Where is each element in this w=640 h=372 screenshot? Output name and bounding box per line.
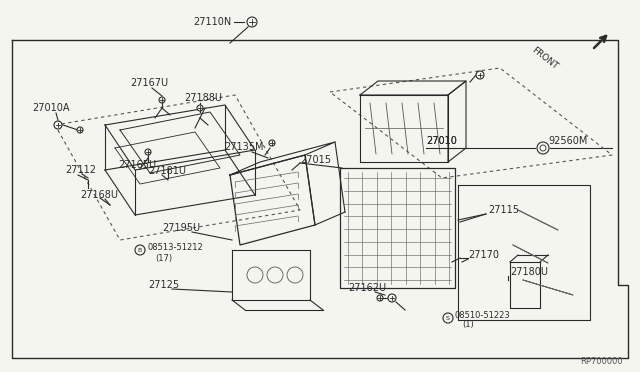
Text: 27112: 27112 bbox=[65, 165, 96, 175]
Circle shape bbox=[287, 267, 303, 283]
Text: 27135M: 27135M bbox=[224, 142, 264, 152]
Circle shape bbox=[159, 97, 165, 103]
Text: 27010: 27010 bbox=[426, 136, 457, 146]
Circle shape bbox=[267, 267, 283, 283]
Text: 08510-51223: 08510-51223 bbox=[455, 311, 511, 320]
Text: S: S bbox=[446, 315, 450, 321]
Text: 27168U: 27168U bbox=[80, 190, 118, 200]
Text: 92560M: 92560M bbox=[548, 136, 588, 146]
Text: 27181U: 27181U bbox=[148, 166, 186, 176]
Circle shape bbox=[388, 294, 396, 302]
Text: 27115: 27115 bbox=[488, 205, 519, 215]
Text: 27015: 27015 bbox=[300, 155, 331, 165]
Text: 27167U: 27167U bbox=[130, 78, 168, 88]
Circle shape bbox=[540, 145, 546, 151]
Text: 27010A: 27010A bbox=[32, 103, 70, 113]
Circle shape bbox=[476, 71, 484, 79]
Text: 27125: 27125 bbox=[148, 280, 179, 290]
Circle shape bbox=[537, 142, 549, 154]
Circle shape bbox=[377, 295, 383, 301]
Text: (1): (1) bbox=[462, 321, 474, 330]
Circle shape bbox=[135, 245, 145, 255]
Circle shape bbox=[197, 105, 203, 111]
Circle shape bbox=[54, 121, 62, 129]
Circle shape bbox=[443, 313, 453, 323]
Text: 08513-51212: 08513-51212 bbox=[147, 244, 203, 253]
Circle shape bbox=[247, 267, 263, 283]
Circle shape bbox=[77, 127, 83, 133]
Circle shape bbox=[269, 140, 275, 146]
Text: 27165U: 27165U bbox=[118, 160, 156, 170]
Text: 27188U: 27188U bbox=[184, 93, 222, 103]
Text: RP700000: RP700000 bbox=[580, 357, 623, 366]
Text: 27180U: 27180U bbox=[510, 267, 548, 277]
Text: 27162U: 27162U bbox=[348, 283, 386, 293]
Text: 27195U: 27195U bbox=[162, 223, 200, 233]
Text: 27170: 27170 bbox=[468, 250, 499, 260]
Text: 27010: 27010 bbox=[426, 136, 457, 146]
Text: B: B bbox=[138, 247, 142, 253]
Circle shape bbox=[145, 149, 151, 155]
Text: (17): (17) bbox=[155, 253, 172, 263]
Circle shape bbox=[247, 17, 257, 27]
Text: FRONT: FRONT bbox=[530, 45, 559, 71]
Text: 27110N: 27110N bbox=[194, 17, 232, 27]
